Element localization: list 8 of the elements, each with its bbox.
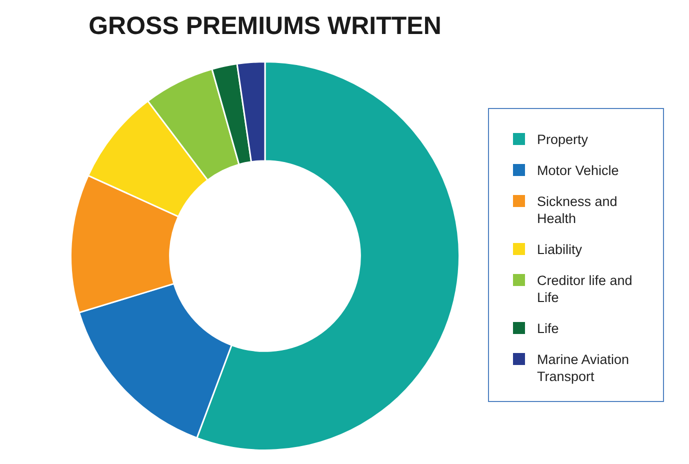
legend-label: Life	[537, 320, 559, 337]
legend-label: Motor Vehicle	[537, 162, 619, 179]
legend-label: Creditor life and Life	[537, 272, 634, 306]
chart-title: GROSS PREMIUMS WRITTEN	[88, 12, 442, 41]
legend-label: Marine Aviation Transport	[537, 351, 630, 385]
legend-label: Sickness and Health	[537, 193, 618, 227]
legend-label: Property	[537, 131, 588, 148]
legend-label: Liability	[537, 241, 582, 258]
